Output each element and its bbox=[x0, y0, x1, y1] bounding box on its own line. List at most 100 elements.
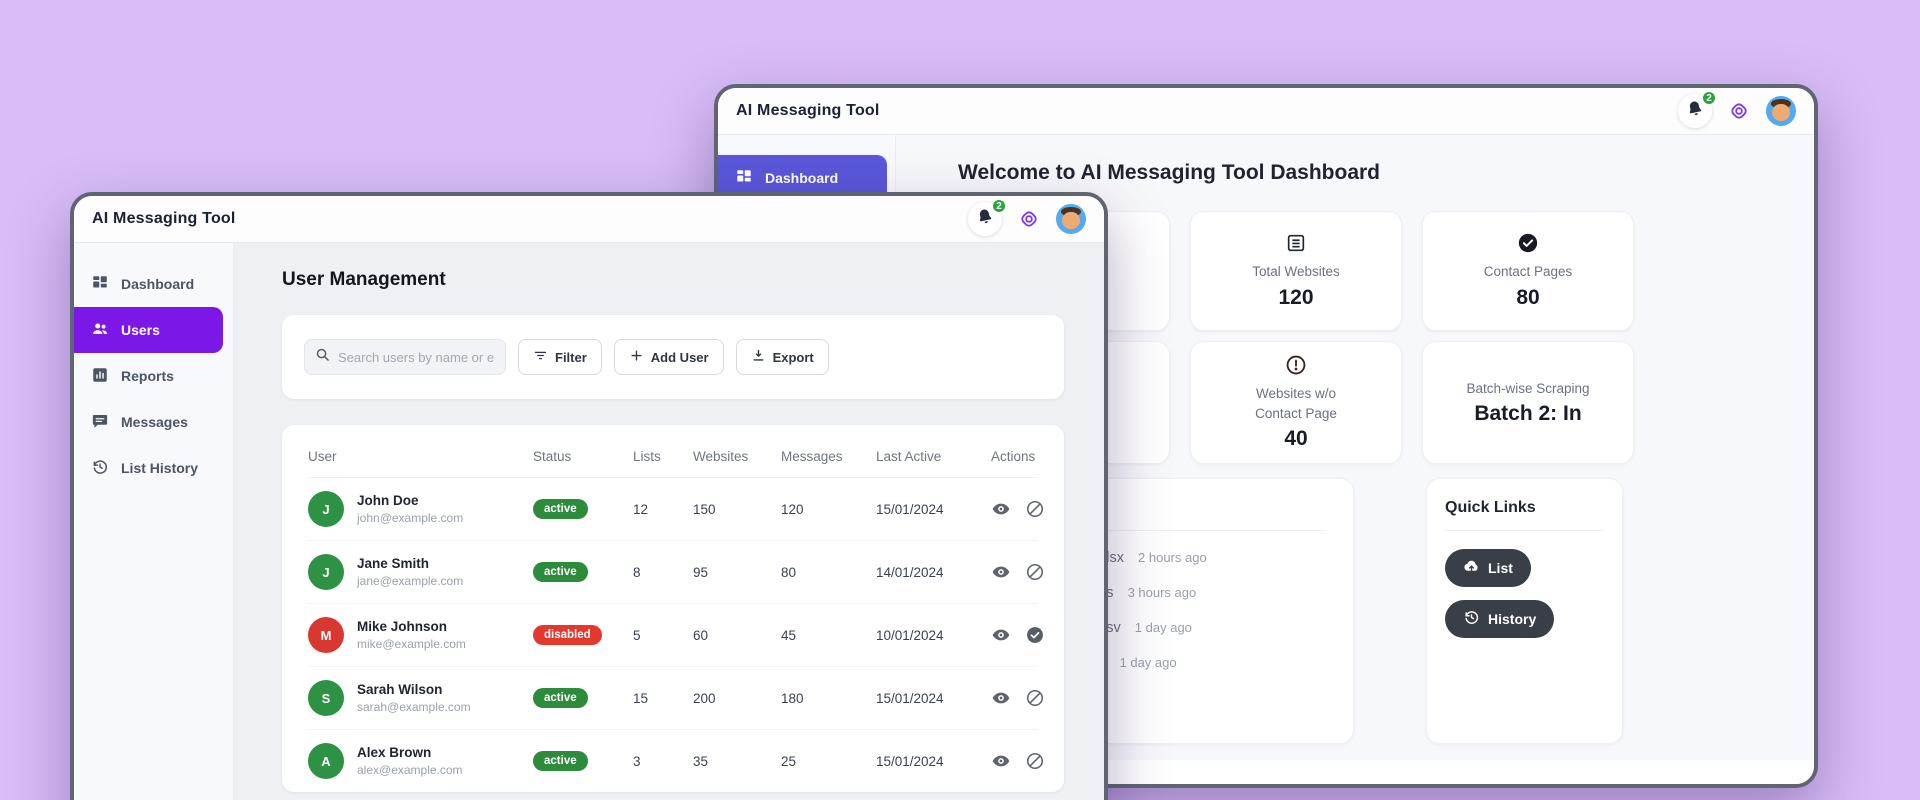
eye-icon[interactable] bbox=[991, 625, 1011, 645]
messages-count: 120 bbox=[781, 501, 804, 517]
messages-count: 80 bbox=[781, 564, 797, 580]
status-badge: active bbox=[533, 688, 588, 708]
export-button-label: Export bbox=[772, 349, 814, 365]
users-table: User Status Lists Websites Messages Last… bbox=[282, 425, 1064, 792]
stat-label: Contact Pages bbox=[1483, 264, 1573, 280]
quick-link-label: History bbox=[1488, 611, 1537, 628]
lists-count: 8 bbox=[633, 564, 641, 580]
messages-count: 25 bbox=[781, 753, 797, 769]
avatar: J bbox=[308, 491, 344, 527]
user-name: John Doe bbox=[357, 493, 419, 508]
activity-time: 1 day ago bbox=[1134, 620, 1192, 636]
stat-card-websites-wo-contact: Websites w/o Contact Page 40 bbox=[1190, 341, 1402, 465]
status-badge: disabled bbox=[533, 625, 602, 645]
user-email: mike@example.com bbox=[357, 637, 466, 651]
add-user-button-label: Add User bbox=[650, 349, 709, 365]
sidebar-item-label: Dashboard bbox=[765, 170, 839, 186]
activity-time: 2 hours ago bbox=[1138, 550, 1207, 566]
user-avatar[interactable] bbox=[1056, 204, 1086, 234]
download-icon bbox=[751, 348, 766, 366]
user-email: alex@example.com bbox=[357, 763, 463, 777]
sidebar-item-dashboard[interactable]: Dashboard bbox=[74, 261, 233, 307]
column-header: Lists bbox=[633, 449, 661, 464]
table-row: J Jane Smith jane@example.com active 8 9… bbox=[308, 541, 1044, 604]
eye-icon[interactable] bbox=[991, 751, 1011, 771]
filter-icon bbox=[533, 348, 548, 366]
sidebar-item-label: Dashboard bbox=[121, 276, 195, 292]
last-active-date: 15/01/2024 bbox=[876, 690, 944, 706]
sidebar-item-reports[interactable]: Reports bbox=[74, 353, 233, 399]
user-management-window: AI Messaging Tool 2 bbox=[70, 192, 1108, 800]
stat-value: 80 bbox=[1516, 285, 1540, 309]
user-email: jane@example.com bbox=[357, 574, 464, 588]
user-name: Sarah Wilson bbox=[357, 682, 443, 697]
content-section bbox=[896, 760, 1814, 784]
sidebar-item-label: Users bbox=[121, 322, 160, 338]
user-avatar[interactable] bbox=[1766, 96, 1796, 126]
upload-list-button[interactable]: List bbox=[1445, 549, 1531, 588]
stat-label: Batch-wise Scraping bbox=[1466, 380, 1590, 396]
bell-icon bbox=[1686, 100, 1704, 123]
sidebar-item-messages[interactable]: Messages bbox=[74, 399, 233, 445]
notification-count-badge: 2 bbox=[1701, 90, 1717, 106]
quick-link-label: List bbox=[1488, 560, 1513, 577]
last-active-date: 15/01/2024 bbox=[876, 501, 944, 517]
upload-cloud-icon bbox=[1463, 558, 1480, 578]
user-management-content: User Management Filter bbox=[234, 243, 1104, 800]
user-email: sarah@example.com bbox=[357, 700, 471, 714]
list-icon bbox=[1285, 232, 1307, 259]
filter-button[interactable]: Filter bbox=[518, 339, 602, 375]
add-user-button[interactable]: Add User bbox=[613, 339, 724, 375]
eye-icon[interactable] bbox=[991, 562, 1011, 582]
websites-count: 200 bbox=[693, 690, 716, 706]
sidebar-item-list-history[interactable]: List History bbox=[74, 445, 233, 491]
sidebar-item-label: Messages bbox=[121, 414, 188, 430]
stat-card-contact-pages: Contact Pages 80 bbox=[1422, 211, 1634, 331]
column-header: Actions bbox=[991, 449, 1036, 464]
avatar: A bbox=[308, 743, 344, 779]
filter-button-label: Filter bbox=[555, 349, 587, 365]
export-button[interactable]: Export bbox=[735, 339, 829, 375]
grid-icon bbox=[735, 168, 753, 189]
notifications-button[interactable]: 2 bbox=[968, 198, 1007, 236]
last-active-date: 15/01/2024 bbox=[876, 753, 944, 769]
target-icon[interactable] bbox=[1018, 208, 1040, 230]
column-header: Status bbox=[533, 449, 572, 464]
welcome-heading: Welcome to AI Messaging Tool Dashboard bbox=[958, 161, 1380, 184]
history-button[interactable]: History bbox=[1445, 600, 1555, 639]
lists-count: 15 bbox=[633, 690, 649, 706]
dashboard-window-header: AI Messaging Tool 2 bbox=[718, 88, 1814, 135]
notifications-button[interactable]: 2 bbox=[1678, 90, 1717, 128]
ban-icon[interactable] bbox=[1025, 499, 1045, 519]
column-header: Last Active bbox=[876, 449, 942, 464]
table-header-row: User Status Lists Websites Messages Last… bbox=[308, 431, 1038, 478]
user-name: Mike Johnson bbox=[357, 619, 448, 634]
app-title: AI Messaging Tool bbox=[736, 102, 880, 119]
sidebar-item-users[interactable]: Users bbox=[74, 307, 223, 353]
status-badge: active bbox=[533, 499, 588, 519]
last-active-date: 10/01/2024 bbox=[876, 627, 944, 643]
check-circle-icon[interactable] bbox=[1025, 625, 1045, 645]
grid-icon bbox=[91, 274, 109, 295]
table-row: M Mike Johnson mike@example.com disabled… bbox=[308, 604, 1043, 667]
ban-icon[interactable] bbox=[1025, 751, 1045, 771]
eye-icon[interactable] bbox=[991, 499, 1011, 519]
stat-value: 120 bbox=[1278, 285, 1314, 309]
lists-count: 12 bbox=[633, 501, 649, 517]
target-icon[interactable] bbox=[1728, 100, 1750, 122]
ban-icon[interactable] bbox=[1025, 688, 1045, 708]
notification-count-badge: 2 bbox=[991, 198, 1007, 214]
ban-icon[interactable] bbox=[1025, 562, 1045, 582]
websites-count: 35 bbox=[693, 753, 709, 769]
websites-count: 60 bbox=[693, 627, 709, 643]
search-input[interactable] bbox=[338, 349, 495, 365]
search-box bbox=[304, 339, 506, 375]
user-email: john@example.com bbox=[357, 511, 464, 525]
stat-card-batch-scraping: Batch-wise Scraping Batch 2: In bbox=[1422, 341, 1634, 465]
sidebar-item-label: List History bbox=[121, 460, 199, 476]
eye-icon[interactable] bbox=[991, 688, 1011, 708]
websites-count: 150 bbox=[693, 501, 716, 517]
column-header: User bbox=[308, 449, 337, 464]
activity-time: 3 hours ago bbox=[1127, 585, 1197, 601]
messages-count: 180 bbox=[781, 690, 804, 706]
